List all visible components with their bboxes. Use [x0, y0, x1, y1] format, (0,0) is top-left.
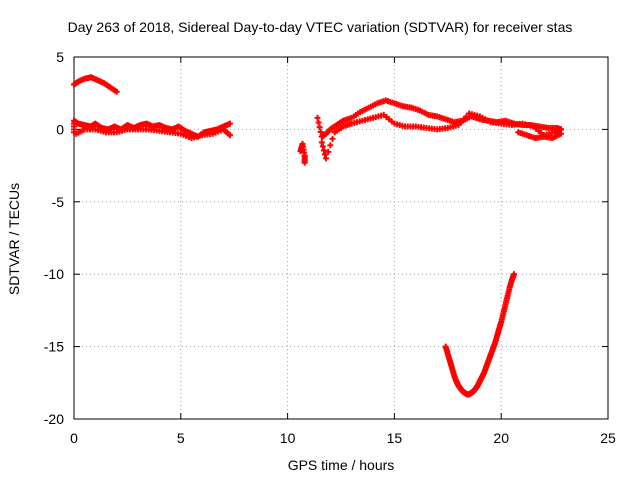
- data-point: [301, 159, 308, 166]
- data-point: [327, 142, 334, 149]
- plot-frame: [73, 56, 609, 420]
- series-arc-early-high: [71, 74, 120, 95]
- y-tick-label: -15: [44, 339, 64, 355]
- series-arc-v-shape: [442, 271, 518, 398]
- data-point: [325, 148, 332, 155]
- data-point: [314, 114, 321, 121]
- data-point: [113, 88, 120, 95]
- y-tick-label: 0: [56, 121, 64, 137]
- data-point: [329, 135, 336, 142]
- x-tick-label: 5: [177, 430, 185, 446]
- y-tick-label: 5: [56, 49, 64, 65]
- data-point: [316, 124, 323, 131]
- data-point: [318, 139, 325, 146]
- data-point: [321, 151, 328, 158]
- series-arc-morning-low: [73, 126, 233, 142]
- series-arc-mid-drop: [297, 140, 308, 166]
- chart-title: Day 263 of 2018, Sidereal Day-to-day VTE…: [67, 19, 573, 35]
- grid-lines: [74, 57, 608, 419]
- data-series: [71, 74, 565, 398]
- y-axis-label: SDTVAR / TECUs: [6, 182, 22, 296]
- y-tick-label: -10: [44, 266, 64, 282]
- x-tick-label: 25: [600, 430, 616, 446]
- data-point: [558, 130, 565, 137]
- data-point: [320, 147, 327, 154]
- y-tick-label: -5: [52, 194, 65, 210]
- data-point: [226, 132, 233, 139]
- series-arc-afternoon-tail: [515, 129, 565, 142]
- x-axis-label: GPS time / hours: [287, 457, 395, 473]
- x-tick-label: 20: [493, 430, 509, 446]
- x-tick-label: 0: [70, 430, 78, 446]
- data-point: [315, 119, 322, 126]
- data-point: [226, 120, 233, 127]
- x-tick-label: 10: [280, 430, 296, 446]
- data-point: [323, 155, 330, 162]
- axis-ticks: 0 5 10 15 20 25 -20 -15 -10 -5 0 5: [44, 49, 616, 446]
- data-point: [317, 128, 324, 135]
- y-tick-label: -20: [44, 411, 64, 427]
- x-tick-label: 15: [387, 430, 403, 446]
- data-point: [319, 143, 326, 150]
- data-point: [511, 271, 518, 278]
